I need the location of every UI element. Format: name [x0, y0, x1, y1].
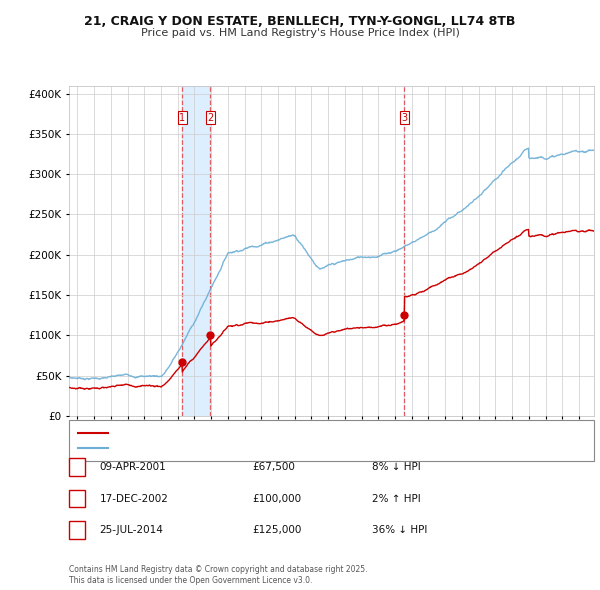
Text: 3: 3: [73, 525, 80, 535]
Text: Price paid vs. HM Land Registry's House Price Index (HPI): Price paid vs. HM Land Registry's House …: [140, 28, 460, 38]
Bar: [182, 86, 211, 416]
Text: 21, CRAIG Y DON ESTATE, BENLLECH, TYN-Y-GONGL, LL74 8TB: 21, CRAIG Y DON ESTATE, BENLLECH, TYN-Y-…: [85, 15, 515, 28]
Text: 17-DEC-2002: 17-DEC-2002: [100, 494, 169, 503]
Text: 36% ↓ HPI: 36% ↓ HPI: [372, 525, 427, 535]
Text: 25-JUL-2014: 25-JUL-2014: [100, 525, 163, 535]
Text: £67,500: £67,500: [252, 463, 295, 472]
Text: 21, CRAIG Y DON ESTATE, BENLLECH, TYN-Y-GONGL, LL74 8TB (detached house): 21, CRAIG Y DON ESTATE, BENLLECH, TYN-Y-…: [113, 428, 473, 438]
Text: 2% ↑ HPI: 2% ↑ HPI: [372, 494, 421, 503]
Text: 1: 1: [179, 113, 185, 123]
Text: Contains HM Land Registry data © Crown copyright and database right 2025.
This d: Contains HM Land Registry data © Crown c…: [69, 565, 367, 585]
Text: 2: 2: [208, 113, 214, 123]
Text: £125,000: £125,000: [252, 525, 301, 535]
Text: HPI: Average price, detached house, Isle of Anglesey: HPI: Average price, detached house, Isle…: [113, 444, 352, 453]
Text: 09-APR-2001: 09-APR-2001: [100, 463, 166, 472]
Text: 2: 2: [73, 494, 80, 503]
Text: 3: 3: [401, 113, 407, 123]
Text: 1: 1: [73, 463, 80, 472]
Text: £100,000: £100,000: [252, 494, 301, 503]
Text: 8% ↓ HPI: 8% ↓ HPI: [372, 463, 421, 472]
